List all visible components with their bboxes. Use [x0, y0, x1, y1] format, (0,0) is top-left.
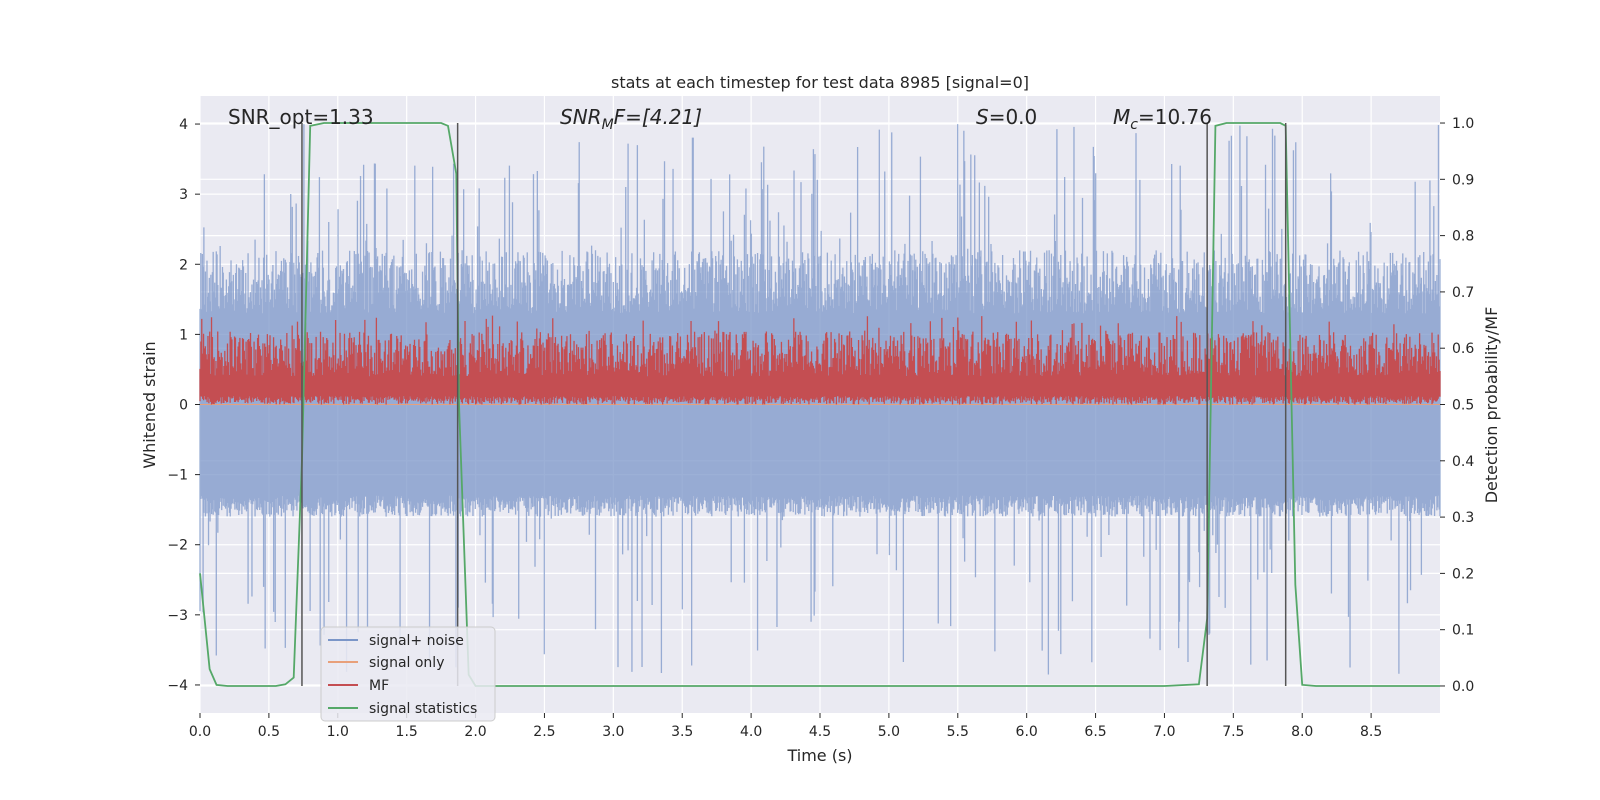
x-axis-label: Time (s)	[786, 746, 852, 765]
y-tick-label-7: −3	[167, 608, 188, 624]
annotation-mc: Mc=10.76	[1113, 105, 1212, 133]
legend-label-signal-only: signal only	[369, 655, 444, 671]
yr-tick-label-10: 0.0	[1452, 679, 1474, 695]
x-tick-label-3: 1.5	[396, 724, 418, 740]
yr-tick-label-6: 0.4	[1452, 454, 1474, 470]
vertical-markers	[301, 123, 1287, 686]
annotation-snr-mf-main: SNR	[560, 105, 602, 129]
y-tick-label-3: 1	[179, 327, 188, 343]
y-tick-label-1: 3	[179, 187, 188, 203]
x-tick-label-14: 7.0	[1153, 724, 1175, 740]
annotation-s: S=0.0	[976, 105, 1037, 129]
x-tick-label-13: 6.5	[1084, 724, 1106, 740]
y-tick-label-5: −1	[167, 468, 188, 484]
chart-title: stats at each timestep for test data 898…	[611, 73, 1029, 92]
yr-tick-label-9: 0.1	[1452, 623, 1474, 639]
annotation-s-main: S	[976, 105, 989, 129]
annotation-mc-sub: c	[1130, 117, 1138, 133]
series-mf	[199, 315, 1441, 405]
annotation-snr-opt: SNR_opt=1.33	[228, 105, 374, 129]
yr-tick-label-4: 0.6	[1452, 341, 1474, 357]
x-tick-label-11: 5.5	[947, 724, 969, 740]
y-axis-ticks: 4 3 2 1 0 −1 −2 −3 −4	[167, 117, 200, 694]
x-tick-label-16: 8.0	[1291, 724, 1313, 740]
y-right-axis-ticks: 1.0 0.9 0.8 0.7 0.6 0.5 0.4 0.3 0.2 0.1 0.0	[1440, 116, 1474, 695]
y-right-axis-label: Detection probability/MF	[1482, 307, 1501, 504]
y-tick-label-4: 0	[179, 398, 188, 414]
x-tick-label-1: 0.5	[258, 724, 280, 740]
annotation-mc-rest: =10.76	[1138, 105, 1212, 129]
legend-box	[320, 626, 496, 722]
legend-label-mf: MF	[369, 678, 389, 694]
legend: signal+ noise signal only MF signal stat…	[320, 626, 496, 722]
y-tick-label-0: 4	[179, 117, 188, 133]
yr-tick-label-8: 0.2	[1452, 566, 1474, 582]
x-tick-label-2: 1.0	[327, 724, 349, 740]
x-tick-label-7: 3.5	[671, 724, 693, 740]
x-tick-label-12: 6.0	[1016, 724, 1038, 740]
mf-line	[199, 315, 1441, 405]
yr-tick-label-7: 0.3	[1452, 510, 1474, 526]
x-tick-label-15: 7.5	[1222, 724, 1244, 740]
x-tick-label-10: 5.0	[878, 724, 900, 740]
x-tick-label-5: 2.5	[533, 724, 555, 740]
legend-label-signal-statistics: signal statistics	[369, 701, 477, 717]
x-tick-label-0: 0.0	[189, 724, 211, 740]
x-tick-label-8: 4.0	[740, 724, 762, 740]
annotation-s-rest: =0.0	[989, 105, 1038, 129]
x-axis-ticks: 0.0 0.5 1.0 1.5 2.0 2.5 3.0 3.5 4.0 4.5 5.0 5.5 6.0 6…	[189, 713, 1382, 740]
annotation-snr-mf-sub: M	[602, 117, 614, 133]
y-axis-label: Whitened strain	[140, 341, 159, 468]
y-tick-label-8: −4	[167, 678, 188, 694]
yr-tick-label-5: 0.5	[1452, 398, 1474, 414]
annotation-mc-main: M	[1113, 105, 1130, 129]
yr-tick-label-2: 0.8	[1452, 229, 1474, 245]
annotation-snr-mf: SNRMF=[4.21]	[560, 105, 702, 133]
x-tick-label-4: 2.0	[464, 724, 486, 740]
x-tick-label-9: 4.5	[809, 724, 831, 740]
y-tick-label-6: −2	[167, 538, 188, 554]
x-tick-label-17: 8.5	[1360, 724, 1382, 740]
yr-tick-label-3: 0.7	[1452, 285, 1474, 301]
legend-label-signal-noise: signal+ noise	[369, 633, 464, 649]
x-tick-label-6: 3.0	[602, 724, 624, 740]
yr-tick-label-0: 1.0	[1452, 116, 1474, 132]
yr-tick-label-1: 0.9	[1452, 172, 1474, 188]
annotation-snr-mf-rest: F=[4.21]	[614, 105, 702, 129]
y-tick-label-2: 2	[179, 257, 188, 273]
